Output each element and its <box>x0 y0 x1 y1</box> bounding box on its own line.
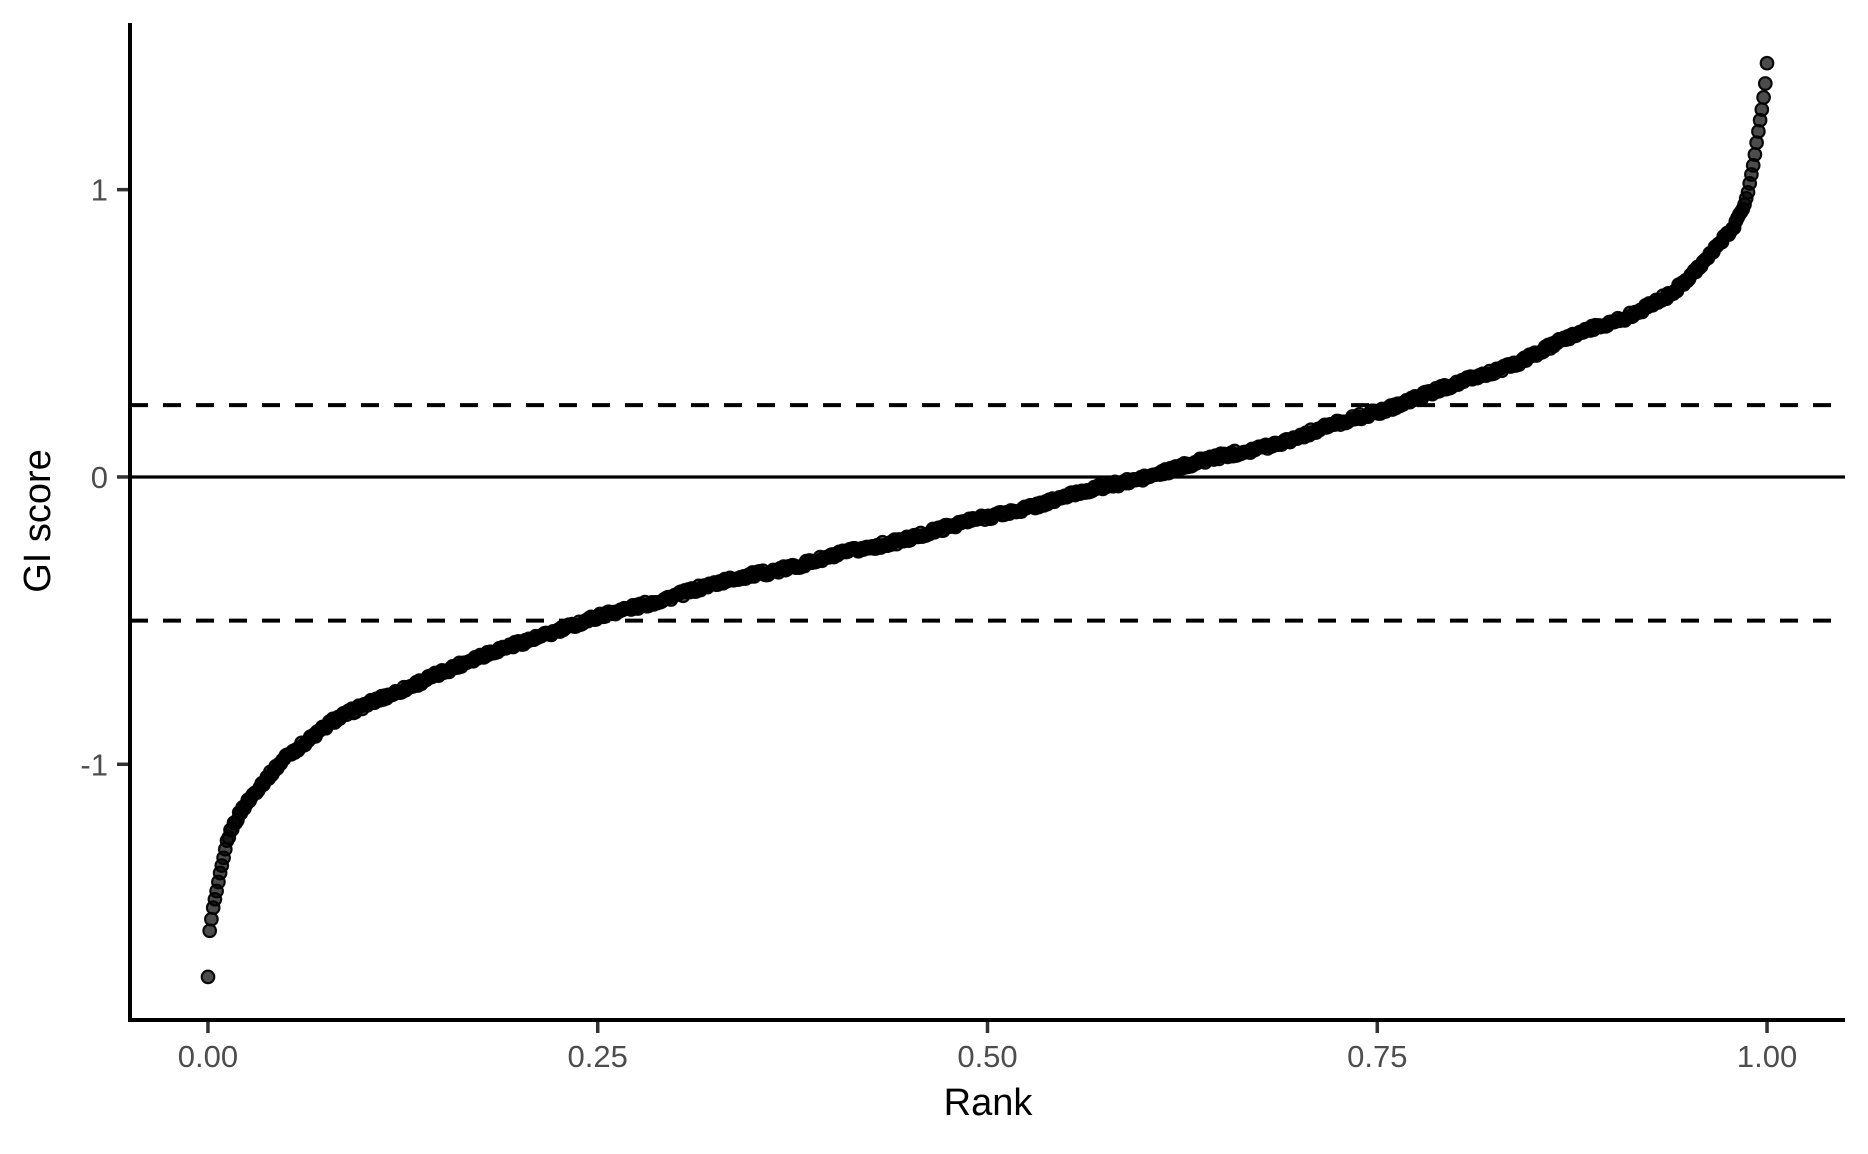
y-axis-title: GI score <box>17 449 59 593</box>
data-point <box>1759 55 1775 71</box>
x-tick-label: 0.25 <box>568 1039 628 1074</box>
data-point <box>202 923 218 939</box>
data-point <box>1754 102 1770 117</box>
data-points-layer <box>200 55 1775 985</box>
data-point <box>1756 90 1771 105</box>
x-tick-label: 0.00 <box>178 1039 238 1074</box>
x-axis-title: Rank <box>943 1082 1033 1124</box>
x-tick-label: 0.75 <box>1347 1039 1407 1074</box>
x-tick-label: 1.00 <box>1737 1039 1797 1074</box>
y-tick-label: 0 <box>91 460 108 495</box>
y-tick-label: -1 <box>80 747 108 782</box>
data-point <box>200 969 216 985</box>
data-point <box>1747 147 1763 162</box>
x-tick-label: 0.50 <box>957 1039 1017 1074</box>
y-tick-label: 1 <box>91 173 108 208</box>
data-point <box>1757 76 1773 91</box>
